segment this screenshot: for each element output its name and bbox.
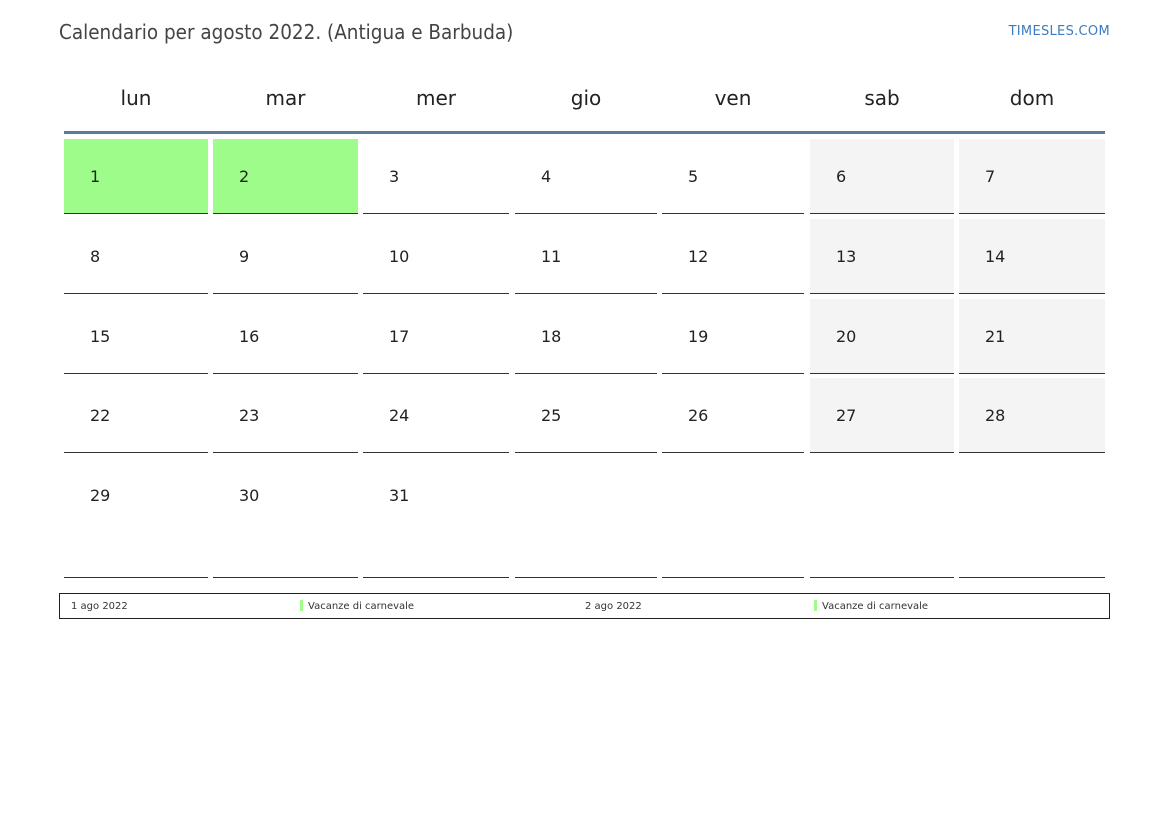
weekday-header-row: lun mar mer gio ven sab dom: [0, 86, 1169, 112]
day-cell: 25: [515, 378, 657, 453]
day-number: 22: [90, 406, 111, 425]
weekend-day-cell: 13: [810, 219, 954, 294]
day-cell: 24: [363, 378, 509, 453]
legend-color-swatch: [814, 600, 817, 611]
day-number: 6: [836, 167, 847, 186]
day-cell: [959, 458, 1105, 578]
day-cell: 18: [515, 299, 657, 374]
day-cell: 11: [515, 219, 657, 294]
day-cell: [662, 458, 804, 578]
weekday-sun: dom: [1009, 86, 1055, 110]
day-number: 1: [90, 167, 101, 186]
legend-date: 1 ago 2022: [71, 601, 128, 612]
brand-link[interactable]: TIMESLES.COM: [1008, 24, 1110, 39]
weekend-day-cell: 7: [959, 139, 1105, 214]
weekend-day-cell: 28: [959, 378, 1105, 453]
day-number: 9: [239, 247, 250, 266]
day-cell: 23: [213, 378, 358, 453]
weekend-day-cell: 6: [810, 139, 954, 214]
day-cell: 17: [363, 299, 509, 374]
legend-date: 2 ago 2022: [585, 601, 642, 612]
day-cell: 22: [64, 378, 208, 453]
day-cell: 15: [64, 299, 208, 374]
day-cell: 12: [662, 219, 804, 294]
day-number: 19: [688, 327, 709, 346]
day-cell: [810, 458, 954, 578]
day-number: 16: [239, 327, 260, 346]
day-number: 15: [90, 327, 111, 346]
legend-holiday-name: Vacanze di carnevale: [822, 601, 929, 612]
weekday-tue: mar: [265, 86, 306, 110]
day-number: 31: [389, 486, 410, 505]
day-number: 5: [688, 167, 699, 186]
day-cell: 4: [515, 139, 657, 214]
weekend-day-cell: 14: [959, 219, 1105, 294]
day-cell: 8: [64, 219, 208, 294]
day-cell: 26: [662, 378, 804, 453]
day-cell: 29: [64, 458, 208, 578]
day-cell: 31: [363, 458, 509, 578]
day-number: 21: [985, 327, 1006, 346]
day-number: 14: [985, 247, 1006, 266]
day-number: 25: [541, 406, 562, 425]
day-cell: 3: [363, 139, 509, 214]
day-number: 30: [239, 486, 260, 505]
day-number: 29: [90, 486, 111, 505]
legend-color-swatch: [300, 600, 303, 611]
weekday-fri: ven: [714, 86, 752, 110]
holiday-legend: 1 ago 2022 Vacanze di carnevale 2 ago 20…: [59, 593, 1110, 619]
holiday-day-cell: 2: [213, 139, 358, 214]
day-number: 28: [985, 406, 1006, 425]
day-number: 11: [541, 247, 562, 266]
day-cell: 30: [213, 458, 358, 578]
day-number: 26: [688, 406, 709, 425]
legend-holiday-name: Vacanze di carnevale: [308, 601, 415, 612]
weekend-day-cell: 20: [810, 299, 954, 374]
weekend-day-cell: 21: [959, 299, 1105, 374]
day-number: 24: [389, 406, 410, 425]
day-number: 2: [239, 167, 250, 186]
day-number: 17: [389, 327, 410, 346]
day-cell: 19: [662, 299, 804, 374]
header-divider: [64, 131, 1105, 134]
day-number: 4: [541, 167, 552, 186]
day-cell: 5: [662, 139, 804, 214]
day-number: 20: [836, 327, 857, 346]
day-number: 10: [389, 247, 410, 266]
day-number: 3: [389, 167, 400, 186]
day-number: 7: [985, 167, 996, 186]
day-number: 12: [688, 247, 709, 266]
day-cell: 10: [363, 219, 509, 294]
day-number: 13: [836, 247, 857, 266]
weekday-wed: mer: [415, 86, 456, 110]
day-number: 8: [90, 247, 101, 266]
day-number: 27: [836, 406, 857, 425]
weekday-mon: lun: [120, 86, 152, 110]
holiday-day-cell: 1: [64, 139, 208, 214]
day-number: 18: [541, 327, 562, 346]
weekday-thu: gio: [570, 86, 602, 110]
day-cell: 16: [213, 299, 358, 374]
day-number: 23: [239, 406, 260, 425]
day-cell: 9: [213, 219, 358, 294]
weekday-sat: sab: [864, 86, 900, 110]
weekend-day-cell: 27: [810, 378, 954, 453]
page-title: Calendario per agosto 2022. (Antigua e B…: [59, 20, 514, 44]
day-cell: [515, 458, 657, 578]
